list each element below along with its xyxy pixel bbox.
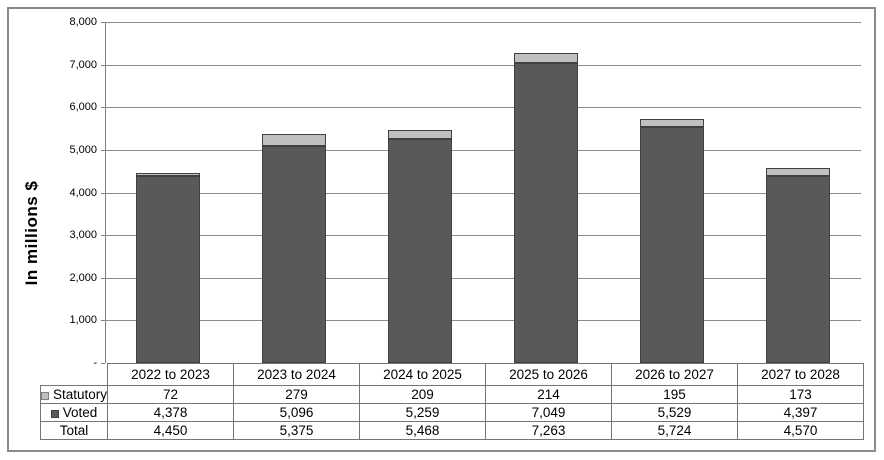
value-cell: 5,529	[611, 403, 739, 422]
y-tick-label: 4,000	[69, 186, 97, 199]
value-cell: 4,378	[107, 403, 235, 422]
value-cell: 5,096	[233, 403, 361, 422]
y-axis-title: In millions $	[22, 180, 41, 286]
row-label-cell: Voted	[39, 403, 109, 422]
gridline	[105, 235, 861, 237]
statutory-legend-swatch-icon	[41, 392, 49, 400]
bar-voted-4	[514, 62, 578, 363]
bar-voted-2	[262, 145, 326, 363]
gridline	[105, 320, 861, 322]
value-cell: 7,263	[485, 421, 613, 440]
axis-tick-mark	[101, 277, 105, 279]
value-cell: 5,468	[359, 421, 487, 440]
value-cell: 72	[107, 385, 235, 404]
row-label: Total	[59, 423, 89, 438]
gridline	[105, 107, 861, 109]
y-tick-label: 1,000	[69, 314, 97, 327]
category-header-cell: 2025 to 2026	[485, 363, 613, 386]
value-cell: 5,724	[611, 421, 739, 440]
category-header-cell: 2026 to 2027	[611, 363, 739, 386]
axis-tick-mark	[101, 363, 105, 364]
y-tick-label: 7,000	[69, 58, 97, 71]
bar-voted-3	[388, 138, 452, 363]
y-tick-label: -	[93, 357, 97, 369]
gridline	[105, 192, 861, 194]
bar-statutory-1	[136, 173, 200, 177]
axis-tick-mark	[101, 192, 105, 194]
value-cell: 4,450	[107, 421, 235, 440]
gridline	[105, 64, 861, 66]
gridline	[105, 149, 861, 151]
data-table: 2022 to 2023 2023 to 2024 2024 to 2025 2025…	[39, 363, 865, 440]
value-cell: 279	[233, 385, 361, 404]
axis-tick-mark	[101, 320, 105, 322]
bar-statutory-4	[514, 53, 578, 63]
value-cell: 4,570	[737, 421, 865, 440]
value-cell: 195	[611, 385, 739, 404]
value-cell: 214	[485, 385, 613, 404]
y-tick-label: 3,000	[69, 229, 97, 242]
table-row-voted: Voted 4,378 5,096 5,259 7,049 5,529 4,397	[39, 403, 865, 422]
gridline	[105, 277, 861, 279]
voted-legend-swatch-icon	[50, 410, 59, 418]
y-tick-label: 5,000	[69, 143, 97, 156]
table-row-total: Total 4,450 5,375 5,468 7,263 5,724 4,570	[39, 421, 865, 440]
axis-tick-mark	[101, 235, 105, 237]
y-tick-label: 8,000	[69, 16, 97, 28]
category-header-cell: 2022 to 2023	[107, 363, 235, 386]
value-cell: 5,375	[233, 421, 361, 440]
row-label: Statutory	[53, 387, 108, 402]
value-cell: 5,259	[359, 403, 487, 422]
axis-tick-mark	[101, 107, 105, 109]
y-tick-label: 6,000	[69, 101, 97, 114]
row-label: Voted	[62, 405, 98, 420]
table-header-row: 2022 to 2023 2023 to 2024 2024 to 2025 2025…	[41, 363, 865, 386]
bar-statutory-3	[388, 129, 452, 139]
row-label-cell: Total	[39, 421, 109, 440]
value-cell: 173	[737, 385, 865, 404]
axis-tick-mark	[101, 22, 105, 23]
axis-tick-mark	[101, 64, 105, 66]
category-header-cell: 2024 to 2025	[359, 363, 487, 386]
bar-statutory-6	[766, 168, 830, 176]
axis-tick-mark	[101, 149, 105, 151]
bar-voted-5	[640, 127, 704, 363]
y-tick-label: 2,000	[69, 271, 97, 284]
bar-voted-1	[136, 176, 200, 363]
category-header-cell: 2023 to 2024	[233, 363, 361, 386]
table-corner-cell	[41, 364, 108, 386]
bar-statutory-5	[640, 119, 704, 128]
row-label-cell: Statutory	[39, 385, 109, 404]
table-row-statutory: Statutory 72 279 209 214 195 173	[39, 385, 865, 404]
gridline	[105, 22, 861, 23]
value-cell: 209	[359, 385, 487, 404]
bar-statutory-2	[262, 133, 326, 146]
value-cell: 7,049	[485, 403, 613, 422]
category-header-cell: 2027 to 2028	[737, 363, 865, 386]
value-cell: 4,397	[737, 403, 865, 422]
bar-voted-6	[766, 175, 830, 363]
